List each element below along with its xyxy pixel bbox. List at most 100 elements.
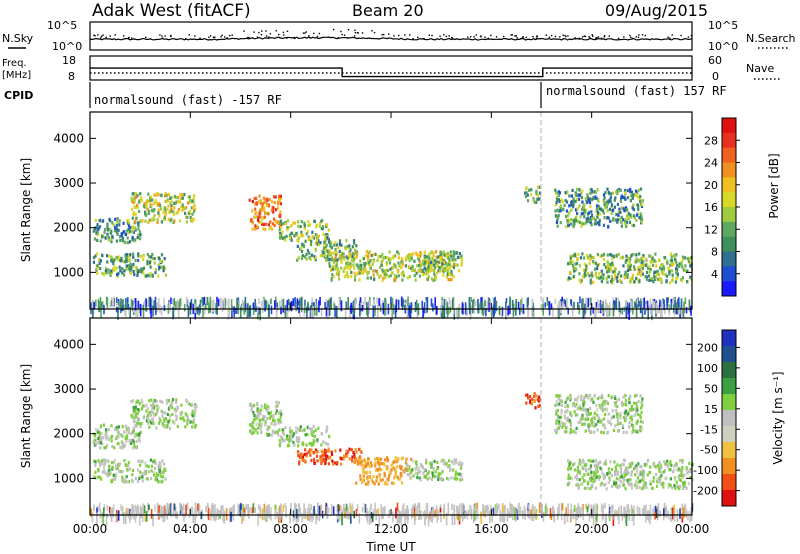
scatter-cell xyxy=(438,269,442,273)
noise-search-dot xyxy=(550,34,553,37)
scatter-cell xyxy=(263,206,266,210)
scatter-cell xyxy=(127,431,130,435)
scatter-cell xyxy=(115,426,118,430)
scatter-cell xyxy=(568,204,571,208)
noise-search-dot xyxy=(495,36,498,38)
scatter-cell xyxy=(131,399,134,403)
scatter-cell xyxy=(613,205,616,209)
scatter-cell xyxy=(125,267,128,271)
scatter-cell xyxy=(116,220,119,224)
scatter-cell xyxy=(564,214,568,219)
scatter-cell xyxy=(626,196,630,200)
scatter-cell xyxy=(199,299,202,310)
noise-search-dot xyxy=(123,35,125,37)
scatter-cell xyxy=(372,259,375,264)
scatter-cell xyxy=(360,270,363,274)
scatter-cell xyxy=(616,415,619,419)
scatter-cell xyxy=(374,502,376,515)
scatter-cell xyxy=(637,188,640,192)
scatter-cell xyxy=(656,480,659,484)
scatter-cell xyxy=(449,300,452,308)
scatter-cell xyxy=(343,454,346,458)
scatter-cell xyxy=(458,303,461,310)
scatter-cell xyxy=(110,439,113,443)
noise-search-dot xyxy=(535,37,538,39)
scatter-cell xyxy=(401,259,404,264)
noise-search-dot xyxy=(347,29,350,31)
noise-search-dot xyxy=(597,36,600,38)
scatter-cell xyxy=(242,504,244,513)
scatter-cell xyxy=(554,428,557,432)
power-colorbar-label: Power [dB] xyxy=(767,153,781,218)
scatter-cell xyxy=(629,263,632,267)
scatter-cell xyxy=(189,420,192,424)
scatter-cell xyxy=(400,474,403,478)
scatter-cell xyxy=(639,415,642,420)
scatter-cell xyxy=(111,467,114,471)
scatter-cell xyxy=(651,301,654,312)
scatter-cell xyxy=(574,514,576,520)
scatter-cell xyxy=(627,412,630,416)
noise-left-tick-bottom: 10^0 xyxy=(52,40,82,53)
scatter-cell xyxy=(606,253,609,257)
scatter-cell xyxy=(281,438,285,442)
scatter-cell xyxy=(611,278,614,282)
scatter-cell xyxy=(322,232,325,236)
noise-search-dot xyxy=(388,33,390,35)
scatter-cell xyxy=(334,449,337,453)
scatter-cell xyxy=(605,202,608,206)
scatter-cell xyxy=(170,207,173,211)
scatter-cell xyxy=(581,413,584,417)
scatter-cell xyxy=(313,435,316,439)
scatter-cell xyxy=(556,198,559,202)
scatter-cell xyxy=(263,222,266,227)
scatter-cell xyxy=(161,510,164,517)
scatter-cell xyxy=(440,512,442,523)
scatter-cell xyxy=(147,199,150,204)
scatter-cell xyxy=(676,301,679,307)
scatter-cell xyxy=(625,224,628,228)
scatter-cell xyxy=(524,195,527,199)
scatter-cell xyxy=(660,270,663,274)
scatter-cell xyxy=(296,450,300,454)
scatter-cell xyxy=(520,299,522,313)
scatter-cell xyxy=(349,305,351,318)
scatter-cell xyxy=(93,504,95,512)
scatter-cell xyxy=(436,271,439,275)
scatter-cell xyxy=(578,264,581,268)
scatter-cell xyxy=(301,243,304,247)
scatter-cell xyxy=(319,455,322,459)
scatter-cell xyxy=(288,426,292,430)
scatter-cell xyxy=(170,297,172,304)
scatter-cell xyxy=(173,407,176,411)
scatter-cell xyxy=(416,505,418,517)
scatter-cell xyxy=(251,431,254,436)
scatter-cell xyxy=(621,307,623,315)
scatter-cell xyxy=(164,273,168,277)
scatter-cell xyxy=(166,503,169,516)
scatter-cell xyxy=(321,454,324,458)
scatter-cell xyxy=(638,507,641,515)
scatter-cell xyxy=(633,483,637,487)
scatter-cell xyxy=(324,246,327,250)
scatter-cell xyxy=(122,259,126,264)
scatter-cell xyxy=(134,409,137,413)
scatter-cell xyxy=(456,505,459,515)
scatter-cell xyxy=(292,298,295,306)
scatter-cell xyxy=(526,199,530,203)
scatter-cell xyxy=(558,420,561,424)
scatter-cell xyxy=(336,269,339,273)
scatter-cell xyxy=(359,263,362,267)
scatter-cell xyxy=(147,417,150,421)
scatter-cell xyxy=(192,196,195,201)
scatter-cell xyxy=(584,268,587,272)
scatter-cell xyxy=(680,298,683,310)
scatter-cell xyxy=(120,504,122,511)
scatter-cell xyxy=(583,262,586,266)
scatter-cell xyxy=(113,477,117,481)
scatter-cell xyxy=(397,256,400,260)
scatter-cell xyxy=(591,217,594,221)
scatter-cell xyxy=(331,459,334,463)
scatter-cell xyxy=(115,224,118,228)
scatter-cell xyxy=(246,303,249,309)
